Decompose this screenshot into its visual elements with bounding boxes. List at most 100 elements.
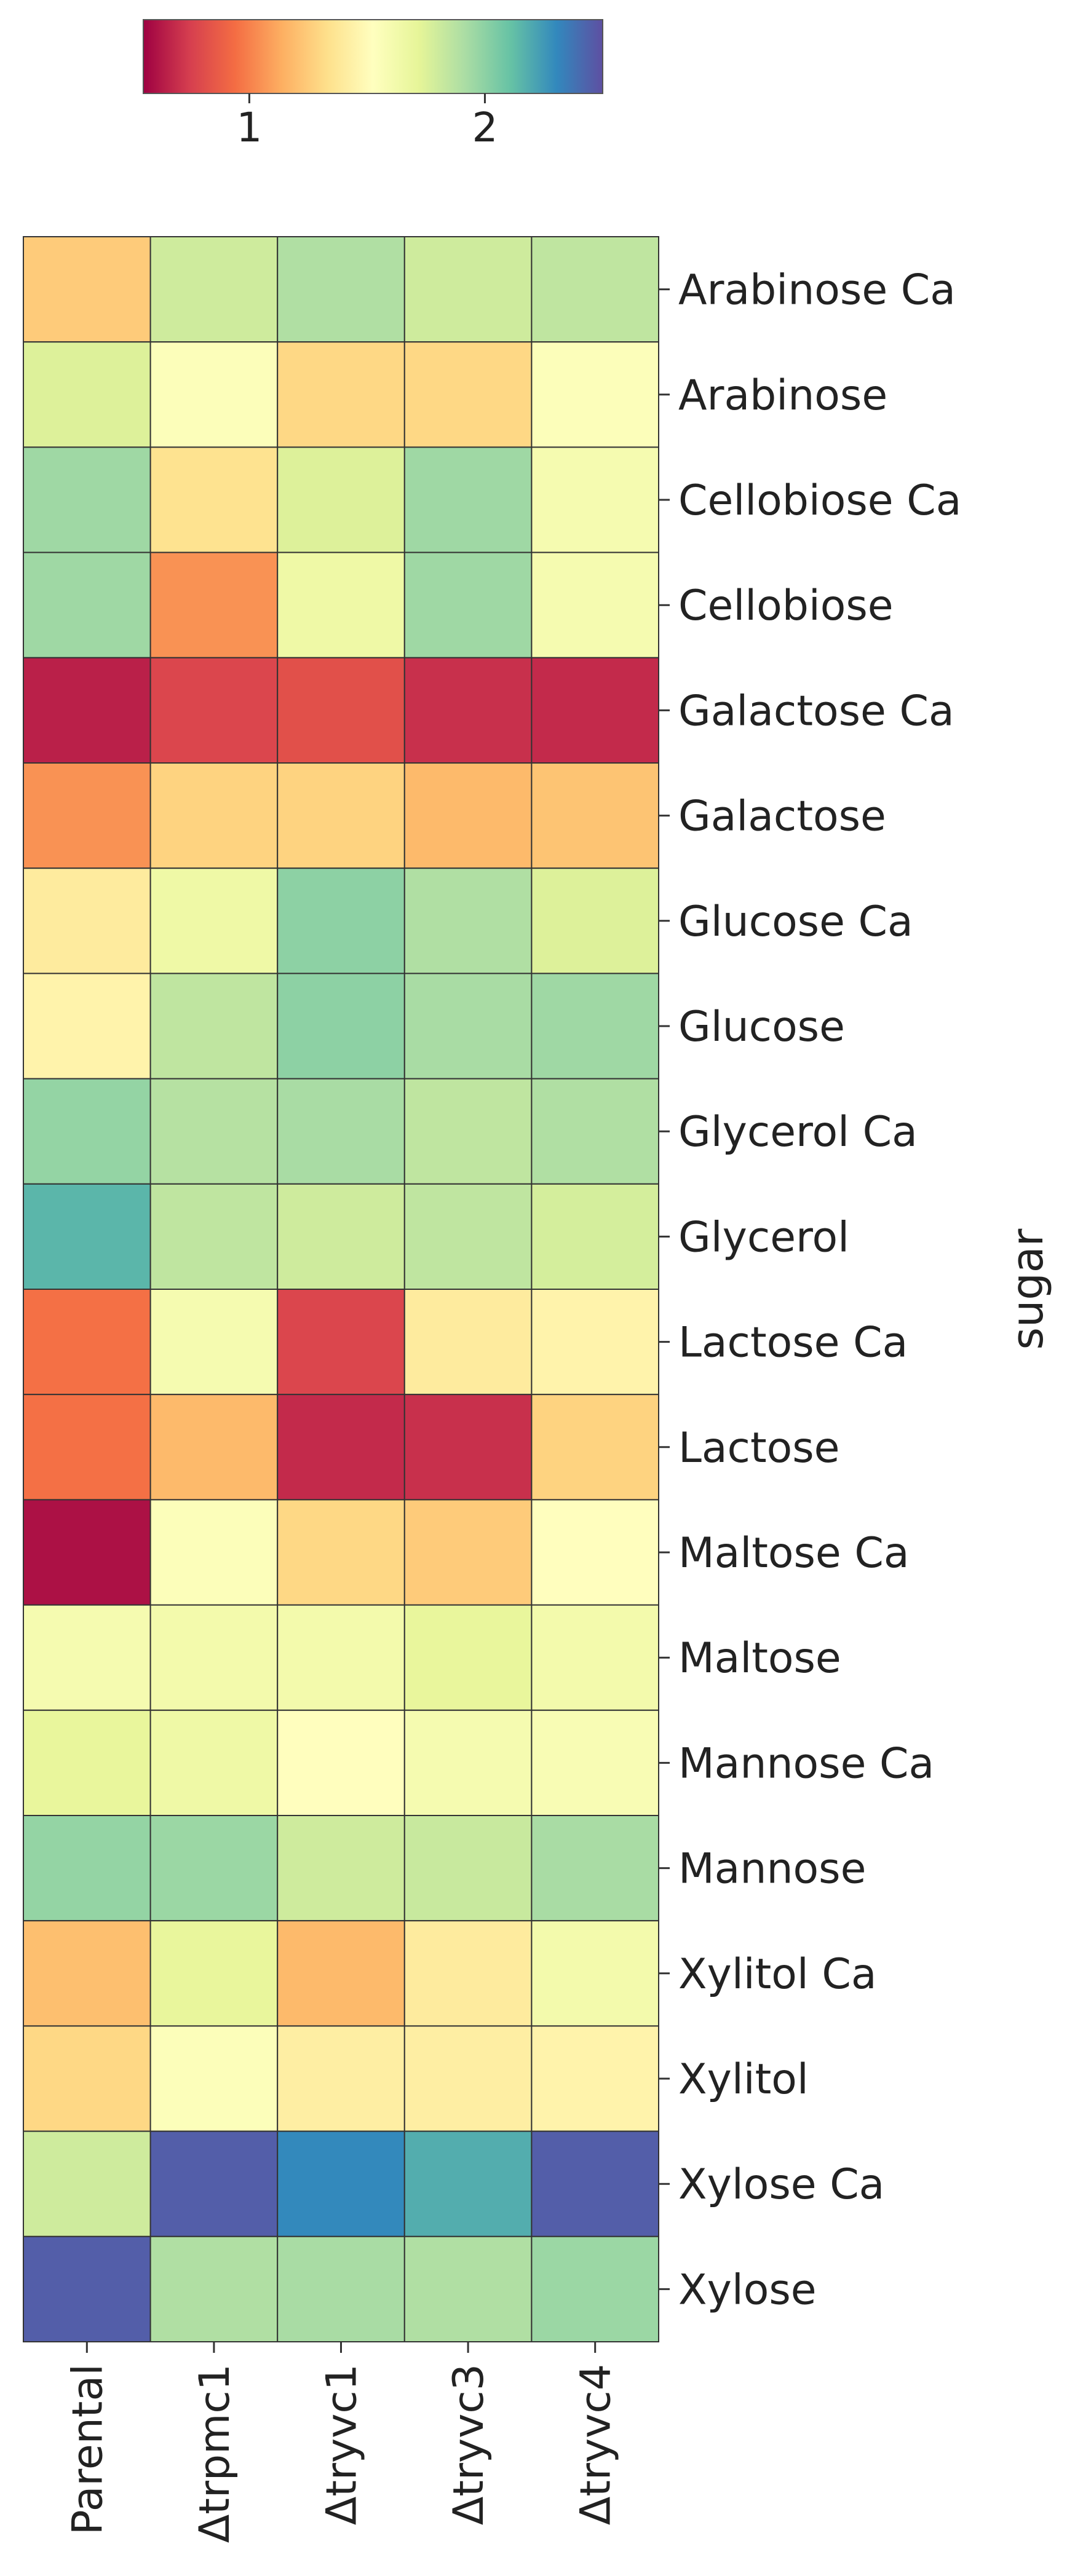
column-label: Δtryvc3 [445, 2364, 493, 2525]
row-label: Glycerol [678, 1213, 849, 1262]
heatmap-cell [277, 657, 405, 764]
heatmap-cell [277, 1078, 405, 1185]
heatmap-cell [277, 762, 405, 869]
row-label: Xylitol [678, 2055, 809, 2104]
heatmap-cell [277, 2025, 405, 2132]
heatmap-cell [149, 973, 279, 1080]
heatmap-cell [23, 2235, 151, 2343]
heatmap-cell [149, 236, 279, 343]
heatmap-cell [531, 236, 660, 343]
heatmap-cell [149, 446, 279, 553]
heatmap-cell [277, 1289, 405, 1396]
row-label: Cellobiose [678, 582, 894, 630]
heatmap-cell [403, 1604, 533, 1711]
column-label: Parental [63, 2364, 112, 2535]
heatmap-cell [403, 1289, 533, 1396]
heatmap-cell [23, 341, 151, 448]
heatmap-cell [23, 551, 151, 658]
heatmap-cell [149, 2235, 279, 2343]
heatmap-cell [531, 446, 660, 553]
heatmap-cell [531, 2130, 660, 2237]
heatmap-cell [403, 1709, 533, 1817]
heatmap-cell [403, 1920, 533, 2027]
heatmap-cell [23, 2130, 151, 2237]
heatmap-cell [149, 1289, 279, 1396]
heatmap-cell [403, 551, 533, 658]
row-labels: Arabinose Ca Arabinose Cellobiose Ca Cellob… [659, 266, 961, 2314]
row-label: Mannose [678, 1845, 866, 1894]
heatmap-cell [277, 2130, 405, 2237]
row-label: Glucose [678, 1003, 845, 1051]
heatmap-cell [403, 1183, 533, 1290]
heatmap-cell [149, 657, 279, 764]
heatmap-cell [403, 236, 533, 343]
heatmap-cell [531, 867, 660, 974]
heatmap-cell [23, 1709, 151, 1817]
heatmap-cell [277, 551, 405, 658]
heatmap-cell [531, 973, 660, 1080]
row-label: Mannose Ca [678, 1739, 934, 1788]
heatmap-cell [403, 446, 533, 553]
colorbar-gradient [143, 19, 603, 94]
row-label: Galactose Ca [678, 687, 954, 735]
column-label: Δtrpmc1 [191, 2364, 239, 2543]
heatmap-cell [23, 1183, 151, 1290]
row-label: Lactose Ca [678, 1319, 908, 1367]
heatmap-cell [403, 1078, 533, 1185]
heatmap-cell [403, 2025, 533, 2132]
heatmap-cell [403, 2235, 533, 2343]
heatmap-cell [23, 446, 151, 553]
row-label: Glycerol Ca [678, 1108, 918, 1156]
heatmap-cell [149, 1394, 279, 1501]
heatmap-cell [277, 1604, 405, 1711]
row-label: Arabinose [678, 371, 887, 420]
heatmap-cell [403, 973, 533, 1080]
row-label: Xylose Ca [678, 2160, 884, 2209]
row-label: Galactose [678, 792, 886, 841]
row-label: Lactose [678, 1424, 839, 1472]
heatmap-cell [149, 2025, 279, 2132]
heatmap-cell [23, 867, 151, 974]
heatmap-cell [149, 867, 279, 974]
heatmap-cell [277, 341, 405, 448]
heatmap-cell [531, 657, 660, 764]
heatmap-cells [23, 236, 660, 2343]
heatmap-cell [23, 762, 151, 869]
heatmap-cell [23, 1920, 151, 2027]
row-label: Maltose [678, 1634, 841, 1683]
heatmap-cell [531, 1709, 660, 1817]
heatmap-cell [277, 1183, 405, 1290]
heatmap-cell [531, 1394, 660, 1501]
column-label: Δtryvc1 [318, 2364, 367, 2525]
heatmap-cell [149, 1499, 279, 1606]
heatmap-cell [531, 1604, 660, 1711]
heatmap-cell [531, 1183, 660, 1290]
heatmap-cell [149, 1920, 279, 2027]
colorbar-tick-label: 2 [472, 104, 498, 151]
heatmap-cell [23, 236, 151, 343]
heatmap-cell [23, 1394, 151, 1501]
heatmap-cell [23, 973, 151, 1080]
heatmap-cell [149, 2130, 279, 2237]
column-label: Δtryvc4 [572, 2364, 621, 2525]
heatmap-cell [23, 1499, 151, 1606]
colorbar-tick-label: 1 [236, 104, 262, 151]
heatmap-cell [149, 1078, 279, 1185]
heatmap-cell [277, 446, 405, 553]
heatmap-cell [149, 551, 279, 658]
row-label: Arabinose Ca [678, 266, 956, 315]
heatmap-cell [403, 2130, 533, 2237]
heatmap-cell [403, 867, 533, 974]
heatmap-cell [149, 1604, 279, 1711]
row-label: Xylitol Ca [678, 1950, 877, 1999]
heatmap-cell [277, 1920, 405, 2027]
heatmap-cell [531, 341, 660, 448]
heatmap-cell [531, 2235, 660, 2343]
heatmap-cell [23, 2025, 151, 2132]
heatmap-cell [23, 1604, 151, 1711]
heatmap-cell [403, 1815, 533, 1922]
heatmap-cell [277, 867, 405, 974]
row-label: Cellobiose Ca [678, 476, 961, 525]
heatmap-cell [277, 1815, 405, 1922]
